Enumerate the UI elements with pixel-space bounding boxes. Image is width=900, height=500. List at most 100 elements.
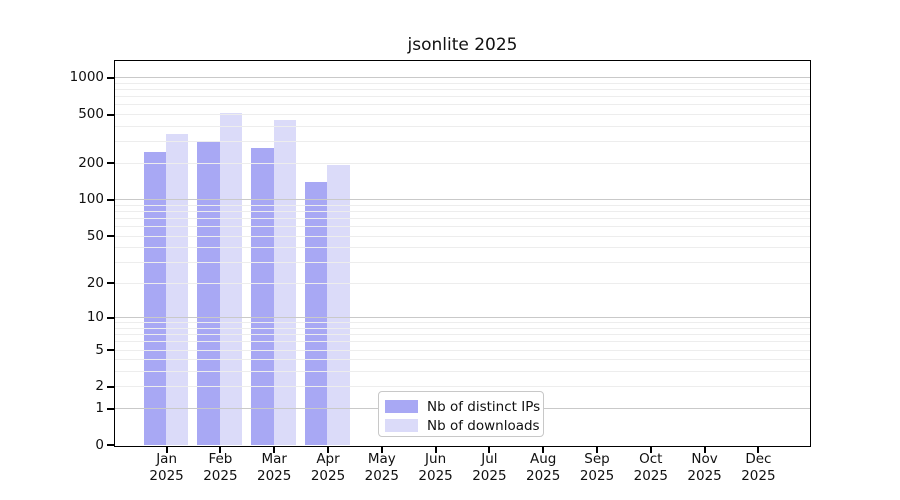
gridline-minor: [115, 89, 810, 91]
x-tick-label: Jun 2025: [404, 451, 468, 485]
bar-downloads-apr: [327, 164, 350, 445]
gridline-minor: [115, 247, 810, 249]
y-tick-label: 100: [78, 191, 104, 208]
gridline-minor: [115, 322, 810, 324]
bar-distinct-ips-feb: [197, 141, 220, 445]
legend-swatch-distinct-ips-icon: [385, 400, 418, 413]
gridline-minor: [115, 141, 810, 143]
x-tick-label-line: Aug: [530, 451, 557, 467]
gridline-minor: [115, 334, 810, 336]
y-tick-label: 500: [78, 106, 104, 123]
y-tick-mark: [107, 282, 114, 285]
gridline-minor: [115, 218, 810, 220]
x-tick-label-line: 2025: [310, 468, 346, 484]
y-tick-label: 200: [78, 154, 104, 171]
x-tick-label-line: 2025: [633, 468, 668, 484]
bar-distinct-ips-mar: [251, 148, 274, 445]
x-tick-label: May 2025: [350, 451, 414, 485]
y-tick-mark: [107, 235, 114, 238]
gridline-minor: [115, 282, 810, 284]
bar-distinct-ips-jan: [143, 151, 166, 445]
x-tick-label-line: 2025: [149, 468, 184, 484]
x-tick-label-line: 2025: [526, 468, 561, 484]
x-tick-label: Aug 2025: [511, 451, 575, 485]
x-tick-label-line: Sep: [584, 451, 610, 467]
x-tick-mark: [219, 447, 222, 453]
gridline-minor: [115, 371, 810, 373]
x-tick-mark: [703, 447, 706, 453]
y-tick-mark: [107, 113, 114, 116]
y-tick-mark: [107, 316, 114, 319]
x-tick-label: Sep 2025: [565, 451, 629, 485]
y-tick-mark: [107, 162, 114, 165]
legend-label-downloads: Nb of downloads: [427, 417, 540, 434]
x-tick-label: Dec 2025: [726, 451, 790, 485]
x-tick-label-line: 2025: [579, 468, 615, 484]
legend-swatch-downloads-icon: [385, 419, 418, 432]
gridline-minor: [115, 262, 810, 264]
y-tick-label: 10: [86, 309, 104, 326]
gridline-minor: [115, 386, 810, 388]
y-tick-label: 1: [95, 400, 104, 417]
gridline-minor: [115, 349, 810, 351]
legend-label-distinct-ips: Nb of distinct IPs: [427, 398, 541, 415]
x-tick-mark: [649, 447, 652, 453]
x-tick-label-line: Jul: [481, 451, 498, 467]
gridline-minor: [115, 359, 810, 361]
x-tick-label-line: 2025: [687, 468, 722, 484]
gridline-minor: [115, 235, 810, 237]
y-tick-mark: [107, 407, 114, 410]
x-tick-label-line: May: [367, 451, 396, 467]
gridline-minor: [115, 114, 810, 116]
x-tick-label-line: 2025: [203, 468, 238, 484]
gridline-minor: [115, 125, 810, 127]
x-tick-mark: [542, 447, 545, 453]
gridline-major: [115, 77, 810, 79]
bar-distinct-ips-apr: [305, 181, 328, 445]
y-tick-mark: [107, 349, 114, 352]
x-tick-mark: [757, 447, 760, 453]
y-tick-label: 50: [86, 227, 104, 244]
y-tick-label: 0: [95, 436, 104, 453]
x-tick-label: Apr 2025: [296, 451, 360, 485]
x-tick-label-line: 2025: [741, 468, 776, 484]
y-tick-label: 1000: [69, 69, 104, 86]
x-tick-label: Nov 2025: [673, 451, 737, 485]
bar-downloads-feb: [219, 113, 243, 445]
gridline-major: [115, 317, 810, 319]
gridline-minor: [115, 204, 810, 206]
chart-title: jsonlite 2025: [407, 35, 518, 55]
x-tick-mark: [273, 447, 276, 453]
y-tick-label: 20: [86, 274, 104, 291]
x-tick-label-line: 2025: [472, 468, 507, 484]
x-tick-mark: [434, 447, 437, 453]
gridline-minor: [115, 211, 810, 213]
bar-downloads-mar: [273, 119, 296, 445]
x-tick-label-line: 2025: [364, 468, 399, 484]
x-tick-label-line: Jan: [156, 451, 177, 467]
legend: Nb of distinct IPs Nb of downloads: [378, 391, 544, 437]
x-tick-label: Oct 2025: [619, 451, 683, 485]
y-tick-label: 2: [95, 378, 104, 395]
x-tick-mark: [488, 447, 491, 453]
x-tick-label: Feb 2025: [188, 451, 252, 485]
y-tick-mark: [107, 444, 114, 447]
gridline-minor: [115, 162, 810, 164]
gridline-minor: [115, 82, 810, 84]
x-tick-label-line: Oct: [639, 451, 663, 467]
gridline-major: [115, 199, 810, 201]
gridline-minor: [115, 341, 810, 343]
gridline-minor: [115, 96, 810, 98]
plot-area: [114, 60, 811, 447]
gridline-minor: [115, 104, 810, 106]
x-tick-label-line: Dec: [745, 451, 772, 467]
y-tick-mark: [107, 385, 114, 388]
y-tick-mark: [107, 76, 114, 79]
x-tick-mark: [380, 447, 383, 453]
x-tick-mark: [327, 447, 329, 453]
y-tick-label: 5: [95, 341, 104, 358]
x-tick-label-line: Jun: [425, 451, 447, 467]
bar-downloads-jan: [166, 133, 189, 445]
x-tick-mark: [165, 447, 168, 453]
